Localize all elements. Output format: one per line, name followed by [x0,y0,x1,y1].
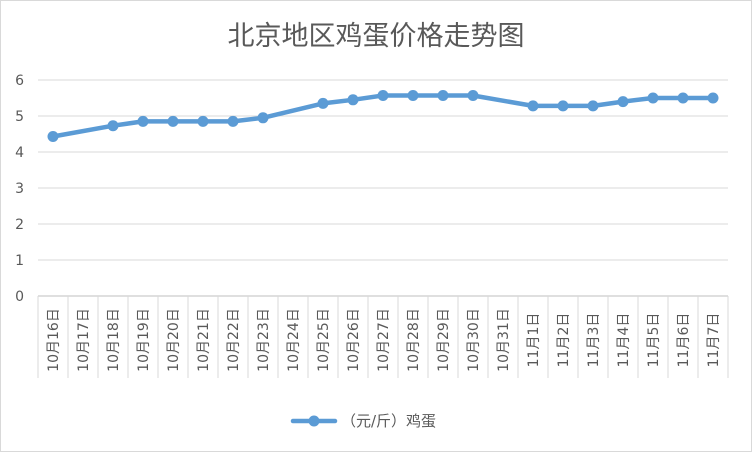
x-tick-label-group: 10月21日 [196,308,212,372]
x-tick-label-group: 10月27日 [376,308,392,372]
x-tick-label: 10月17日 [76,308,92,372]
data-point [227,115,239,127]
data-point [437,89,449,101]
x-tick-label-group: 11月7日 [706,313,722,368]
x-tick-label: 10月18日 [106,308,122,372]
y-tick-label: 0 [15,289,24,305]
x-tick-label: 10月30日 [466,308,482,372]
x-tick-label-group: 11月3日 [586,313,602,368]
x-tick-label: 10月22日 [226,308,242,372]
data-point [347,94,359,106]
x-tick-label: 10月26日 [346,308,362,372]
data-point [197,115,209,127]
data-point [707,92,719,104]
x-tick-label-group: 10月24日 [286,308,302,372]
x-tick-label-group: 10月22日 [226,308,242,372]
x-tick-label-group: 11月1日 [526,313,542,368]
series [47,89,719,143]
x-tick-label: 11月2日 [556,313,572,368]
x-tick-label-group: 11月6日 [676,313,692,368]
y-tick-label: 1 [15,253,24,269]
legend-label: （元/斤）鸡蛋 [341,412,436,430]
x-tick-label: 11月7日 [706,313,722,368]
data-point [407,89,419,101]
x-tick-label-group: 10月25日 [316,308,332,372]
data-point [47,131,59,143]
x-tick-label: 11月5日 [646,313,662,368]
y-axis: 0 1 2 3 4 5 6 [15,73,24,305]
x-tick-label: 11月4日 [616,313,632,368]
x-tick-label: 10月20日 [166,308,182,372]
data-point [107,120,119,132]
data-point [467,89,479,101]
x-tick-label-group: 10月30日 [466,308,482,372]
x-tick-label-group: 11月2日 [556,313,572,368]
x-tick-label: 10月25日 [316,308,332,372]
data-point [557,100,569,112]
legend: （元/斤）鸡蛋 [290,412,436,430]
y-tick-label: 2 [15,217,24,233]
data-point [587,100,599,112]
x-tick-label: 10月24日 [286,308,302,372]
x-tick-label: 10月27日 [376,308,392,372]
data-point [677,92,689,104]
y-tick-label: 6 [15,73,24,89]
x-tick-label-group: 10月18日 [106,308,122,372]
x-tick-label-group: 10月17日 [76,308,92,372]
chart-title: 北京地区鸡蛋价格走势图 [228,21,525,52]
x-tick-label-group: 10月20日 [166,308,182,372]
data-point [377,89,389,101]
x-tick-label: 10月21日 [196,308,212,372]
x-tick-label-group: 10月29日 [436,308,452,372]
data-point [317,97,329,109]
x-tick-label-group: 11月4日 [616,313,632,368]
x-tick-label-group: 10月31日 [496,308,512,372]
gridlines [38,79,728,261]
data-point [527,100,539,112]
x-tick-label: 10月23日 [256,308,272,372]
data-point [167,115,179,127]
data-point [617,96,629,108]
x-tick-label: 10月28日 [406,308,422,372]
data-point [647,92,659,104]
x-tick-label: 10月19日 [136,308,152,372]
x-tick-label-group: 10月26日 [346,308,362,372]
data-point [137,115,149,127]
x-tick-label-group: 10月23日 [256,308,272,372]
x-tick-label-group: 10月19日 [136,308,152,372]
y-tick-label: 3 [15,181,24,197]
x-tick-label: 10月31日 [496,308,512,372]
x-tick-label-group: 10月28日 [406,308,422,372]
data-point [257,112,269,124]
x-tick-label: 11月6日 [676,313,692,368]
x-tick-label-group: 10月16日 [46,308,62,372]
x-tick-label: 11月3日 [586,313,602,368]
y-tick-label: 5 [15,109,24,125]
x-tick-label: 11月1日 [526,313,542,368]
x-tick-label: 10月16日 [46,308,62,372]
x-axis: 10月16日 10月17日 10月18日 10月19日 10月20日 10月21日 10月2… [37,295,729,378]
legend-marker [308,415,320,427]
x-tick-label-group: 11月5日 [646,313,662,368]
y-tick-label: 4 [15,145,24,161]
x-tick-label: 10月29日 [436,308,452,372]
